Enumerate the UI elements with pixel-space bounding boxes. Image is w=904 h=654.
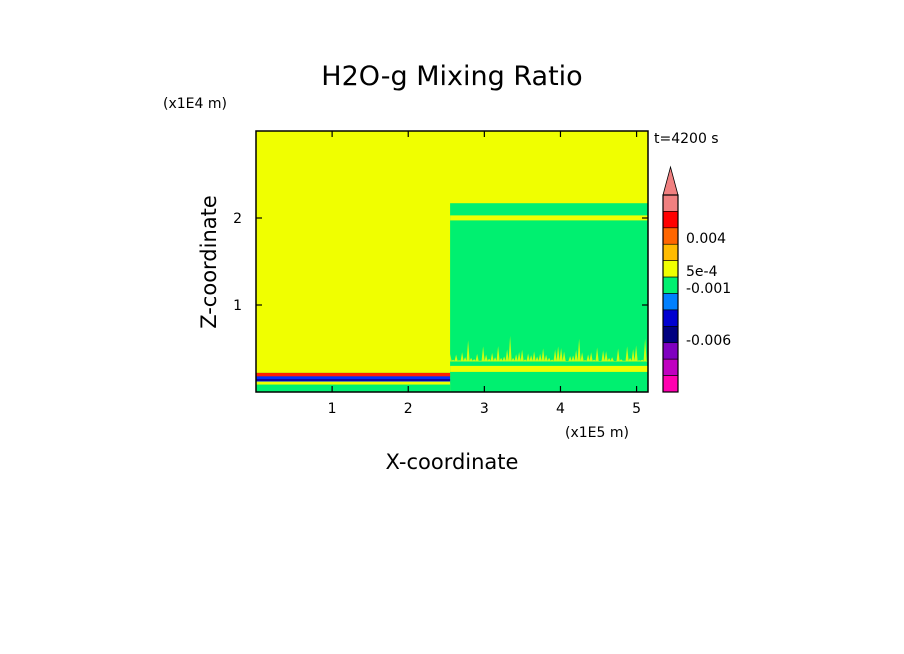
field-left-red-layer xyxy=(256,372,451,377)
x-tick-label: 3 xyxy=(480,401,489,417)
field-stripe xyxy=(450,215,648,221)
contour-field xyxy=(256,131,648,392)
colorbar-segment xyxy=(662,227,679,245)
time-label: t=4200 s xyxy=(654,131,719,147)
x-unit-label: (x1E5 m) xyxy=(565,425,629,441)
x-tick-label: 1 xyxy=(328,401,337,417)
plot-border xyxy=(255,130,649,393)
field-left-dark-layer xyxy=(256,378,451,381)
x-axis-label: X-coordinate xyxy=(386,450,519,474)
field-left-yellow-layer xyxy=(256,381,451,385)
y-unit-label: (x1E4 m) xyxy=(163,96,227,112)
colorbar-segment xyxy=(662,211,679,229)
colorbar-segment xyxy=(662,276,679,294)
colorbar-segment xyxy=(662,326,679,344)
x-tick-label: 4 xyxy=(556,401,565,417)
colorbar-segment xyxy=(662,309,679,327)
field-right-region xyxy=(450,203,648,392)
chart-title: H2O-g Mixing Ratio xyxy=(321,61,582,92)
field-plumes xyxy=(450,335,648,362)
field-low-band xyxy=(450,365,648,372)
x-tick-label: 2 xyxy=(404,401,413,417)
colorbar-segment xyxy=(662,293,679,311)
colorbar-label: 0.004 xyxy=(686,231,726,247)
colorbar-segment xyxy=(662,260,679,278)
colorbar: 0.004 5e-4-0.001 -0.006 xyxy=(662,165,731,393)
colorbar-label: -0.006 xyxy=(686,333,731,349)
x-tick-label: 5 xyxy=(632,401,641,417)
colorbar-segment xyxy=(662,194,679,212)
colorbar-segment xyxy=(662,243,679,261)
colorbar-segment xyxy=(662,342,679,360)
colorbar-segment xyxy=(662,358,679,376)
colorbar-label: -0.001 xyxy=(686,281,731,297)
chart-text: H2O-g Mixing Ratio (x1E4 m) t=4200 s (x1… xyxy=(163,61,719,474)
colorbar-border xyxy=(662,194,679,393)
plot-frame xyxy=(255,130,649,393)
y-tick-label: 1 xyxy=(233,298,242,314)
colorbar-label: 5e-4 xyxy=(686,264,718,280)
y-tick-label: 2 xyxy=(233,211,242,227)
y-axis-label: Z-coordinate xyxy=(197,195,221,329)
colorbar-extend-arrow xyxy=(662,165,679,196)
colorbar-segment xyxy=(662,375,679,393)
